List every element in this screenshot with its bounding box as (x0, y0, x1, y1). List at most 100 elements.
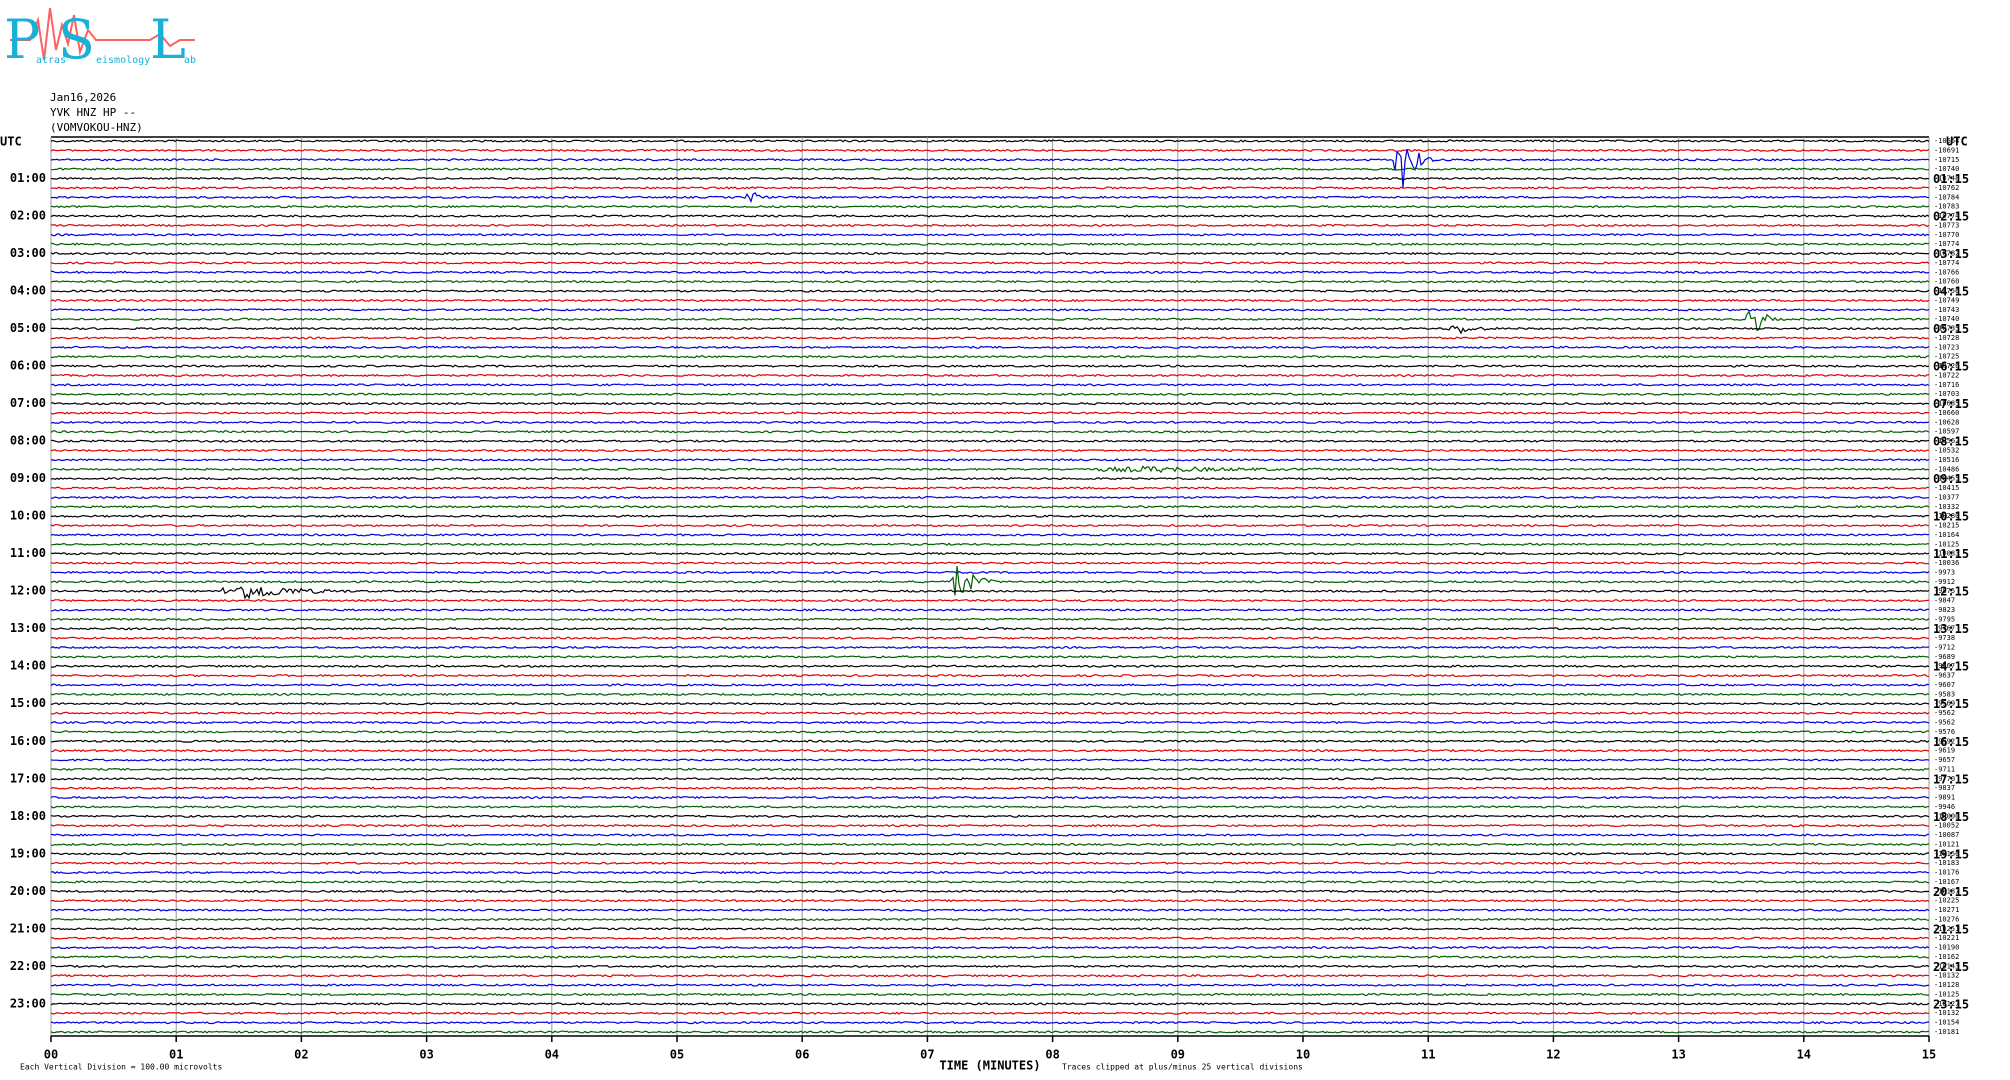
left-hour: 20:00 (10, 884, 46, 898)
row-value: -9576 (1934, 728, 1955, 736)
trace (50, 814, 1930, 818)
trace (50, 777, 1929, 781)
row-value: -9619 (1934, 747, 1955, 755)
trace (50, 720, 1930, 725)
trace (50, 880, 1930, 884)
trace (50, 767, 1930, 772)
left-hour: 06:00 (10, 359, 46, 373)
row-value: -10167 (1934, 878, 1959, 886)
trace (50, 889, 1930, 893)
x-tick-label: 13 (1671, 1048, 1685, 1062)
left-hour: 05:00 (10, 321, 46, 335)
right-hour: 12:15 (1933, 585, 1969, 599)
row-value: -10740 (1934, 315, 1959, 323)
x-tick-label: 10 (1296, 1048, 1310, 1062)
trace (50, 917, 1930, 922)
trace (50, 430, 1930, 434)
header-date: Jan16,2026 (50, 91, 116, 104)
row-value: -10516 (1934, 456, 1959, 464)
x-tick-label: 05 (670, 1048, 684, 1062)
trace (50, 486, 1930, 490)
row-value: -10762 (1934, 184, 1959, 192)
trace (51, 730, 1929, 734)
logo-wave (10, 7, 195, 61)
row-value: -10735 (1934, 325, 1959, 333)
row-value: -10774 (1934, 259, 1959, 267)
trace (50, 566, 1930, 596)
row-value: -10722 (1934, 371, 1959, 379)
trace (50, 645, 1930, 650)
row-value: -9738 (1934, 634, 1955, 642)
trace (50, 214, 1930, 218)
left-hour: 10:00 (10, 509, 46, 523)
row-value: -10740 (1934, 165, 1959, 173)
logo-letter: S (58, 8, 95, 71)
trace (50, 927, 1930, 931)
row-value: -10756 (1934, 287, 1959, 295)
right-hour: 21:15 (1933, 922, 1969, 936)
trace (50, 636, 1930, 640)
header-station: YVK HNZ HP -- (50, 106, 136, 119)
row-value: -10766 (1934, 268, 1959, 276)
row-value: -10125 (1934, 990, 1959, 998)
right-hour: 17:15 (1933, 772, 1969, 786)
trace (50, 570, 1930, 575)
trace (50, 945, 1930, 950)
left-hour: 16:00 (10, 734, 46, 748)
row-value: -10770 (1934, 231, 1959, 239)
row-value: -10125 (1934, 540, 1959, 548)
row-value: -10486 (1934, 465, 1959, 473)
trace (50, 1011, 1930, 1015)
row-value: -10164 (1934, 531, 1959, 539)
left-hour: 07:00 (10, 396, 46, 410)
trace (50, 439, 1930, 443)
left-hour: 13:00 (10, 621, 46, 635)
x-tick-label: 15 (1922, 1048, 1936, 1062)
right-hour: 02:15 (1933, 210, 1969, 224)
right-hour: 15:15 (1933, 697, 1969, 711)
right-hour: 23:15 (1933, 997, 1969, 1011)
header-site: (VOMVOKOU-HNZ) (50, 121, 143, 134)
x-axis-label: TIME (MINUTES) (939, 1059, 1040, 1073)
row-value: -10121 (1934, 840, 1959, 848)
row-value: -10660 (1934, 409, 1959, 417)
row-value: -10225 (1934, 897, 1959, 905)
row-value: -10280 (1934, 512, 1959, 520)
trace (51, 627, 1930, 631)
trace (50, 505, 1930, 509)
row-value: -9973 (1934, 568, 1955, 576)
trace (50, 533, 1930, 537)
trace (50, 495, 1930, 500)
trace (50, 992, 1929, 997)
trace (50, 310, 1930, 332)
x-tick-label: 01 (169, 1048, 183, 1062)
trace (50, 955, 1930, 959)
row-value: -10783 (1934, 203, 1959, 211)
row-value: -9891 (1934, 794, 1955, 802)
trace (50, 842, 1930, 847)
right-title: UTC (1946, 135, 1968, 149)
trace (51, 401, 1930, 406)
row-value: -10036 (1934, 559, 1959, 567)
row-value: -9837 (1934, 784, 1955, 792)
trace (50, 325, 1930, 335)
trace (50, 552, 1930, 556)
row-value: -10562 (1934, 437, 1959, 445)
trace (50, 908, 1930, 912)
left-hour: 03:00 (10, 246, 46, 260)
trace (50, 186, 1930, 190)
trace (50, 748, 1930, 753)
x-tick-label: 12 (1546, 1048, 1560, 1062)
left-hour: 14:00 (10, 659, 46, 673)
trace (50, 251, 1930, 256)
trace (50, 974, 1930, 978)
row-value: -9583 (1934, 690, 1955, 698)
trace (50, 233, 1930, 237)
x-tick-label: 07 (920, 1048, 934, 1062)
trace (50, 1030, 1930, 1034)
x-tick-label: 08 (1045, 1048, 1059, 1062)
row-value: -10664 (1934, 137, 1959, 145)
trace (50, 392, 1930, 396)
